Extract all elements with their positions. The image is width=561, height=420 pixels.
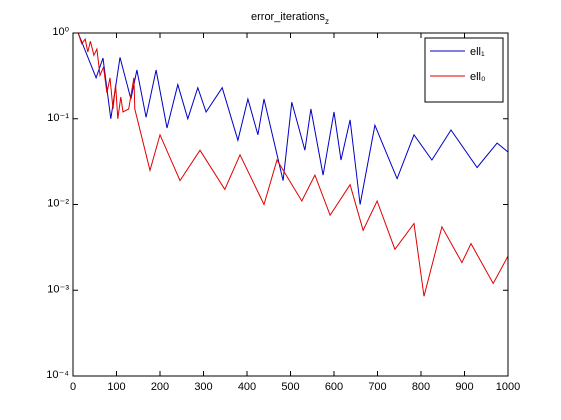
axes-box: [72, 32, 509, 377]
x-tick-label: 600: [325, 381, 343, 393]
legend-label: ell₀: [470, 71, 486, 83]
y-tick-label: 10⁰: [52, 26, 69, 38]
legend-label: ell₁: [470, 46, 485, 58]
x-tick-label: 100: [107, 381, 125, 393]
x-tick-label: 200: [151, 381, 169, 393]
x-tick-label: 900: [455, 381, 473, 393]
legend-box: [424, 37, 504, 103]
x-tick-label: 0: [70, 381, 76, 393]
x-tick-label: 1000: [496, 381, 520, 393]
y-tick-label: 10⁻⁴: [46, 369, 69, 381]
chart-title: error_iterationsz: [251, 11, 329, 26]
x-tick-label: 800: [412, 381, 430, 393]
series-line: [77, 32, 509, 297]
x-tick-label: 500: [281, 381, 299, 393]
x-tick-label: 400: [238, 381, 256, 393]
series-line: [77, 32, 509, 205]
x-tick-label: 300: [194, 381, 212, 393]
y-tick-label: 10⁻²: [47, 198, 69, 210]
y-tick-label: 10⁻¹: [47, 112, 69, 124]
y-tick-label: 10⁻³: [47, 283, 69, 295]
x-tick-label: 700: [368, 381, 386, 393]
